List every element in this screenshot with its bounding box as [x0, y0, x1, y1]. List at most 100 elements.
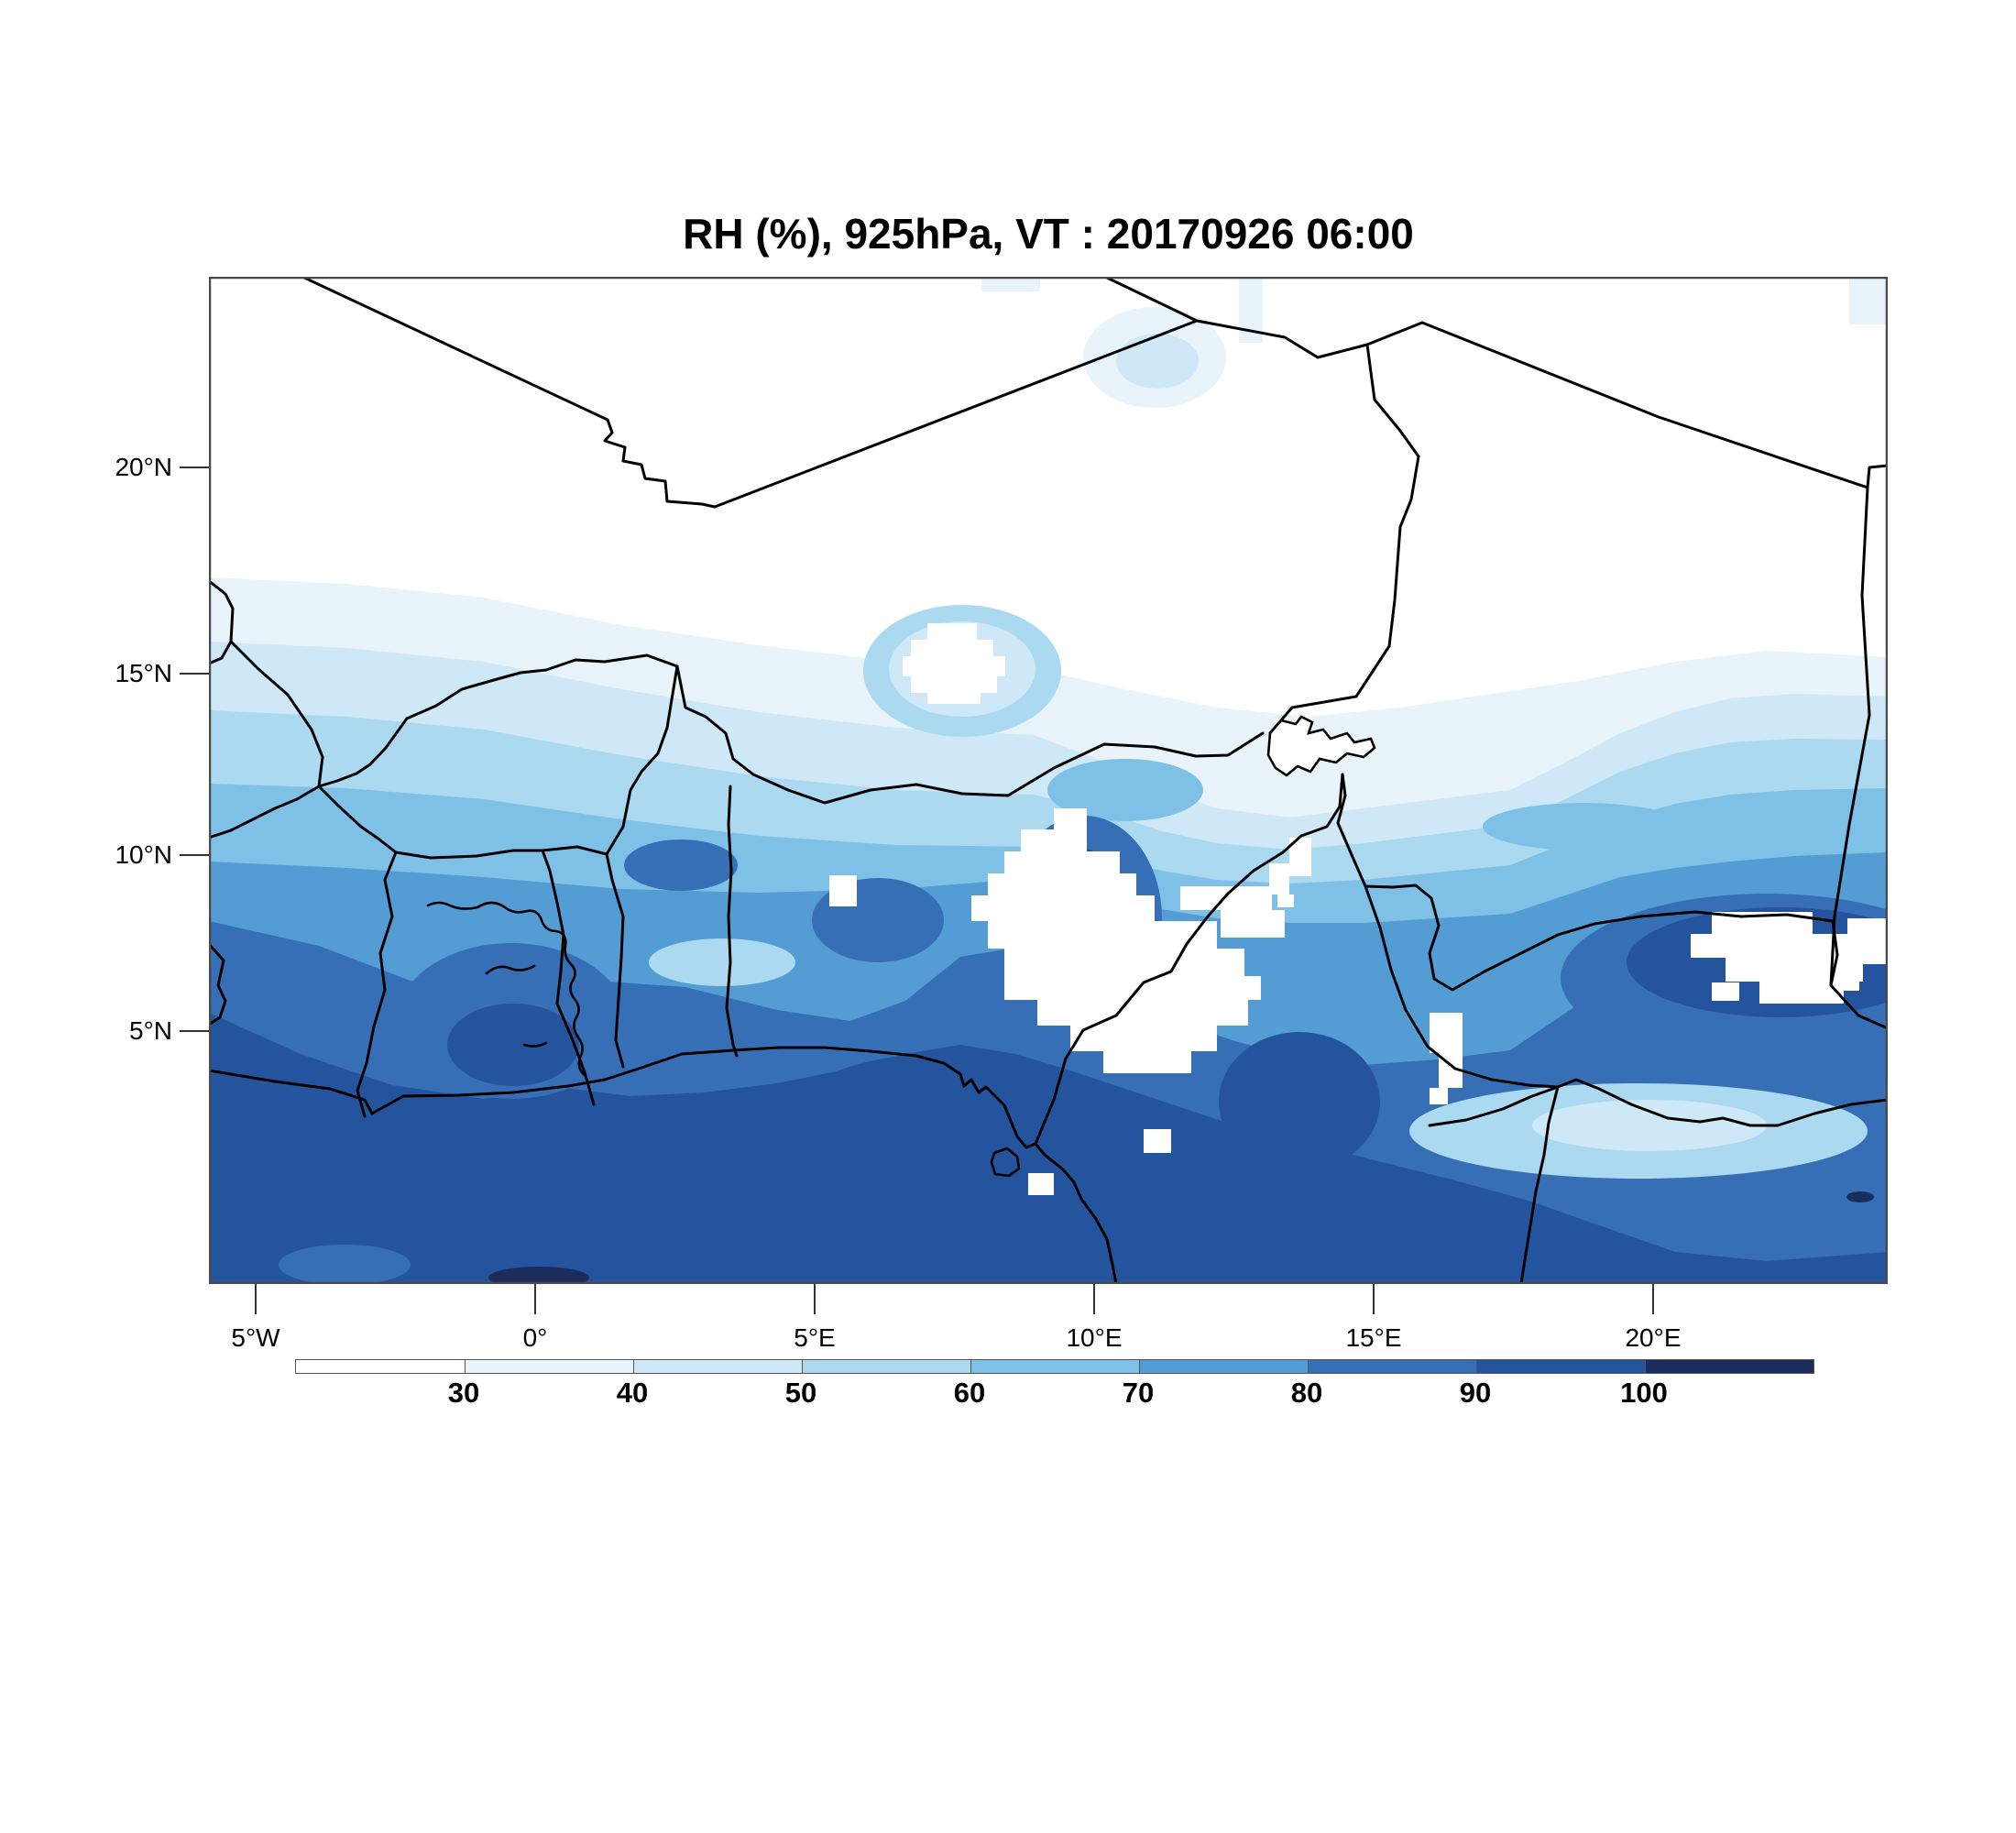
- lon-tick: [814, 1284, 816, 1314]
- lon-tick: [255, 1284, 257, 1314]
- border-niger-libya: [1195, 319, 1424, 359]
- lat-tick: [180, 854, 209, 856]
- border-ghana-togo: [541, 849, 596, 1106]
- rh-pale-patch: [981, 277, 1040, 291]
- rh-pale-patch: [1849, 277, 1888, 324]
- colorbar-segment: [802, 1360, 970, 1373]
- dry-hole-block: [1180, 886, 1272, 910]
- border-chad-sudan: [1829, 486, 1888, 1030]
- lon-tick-label: 15°E: [1345, 1323, 1402, 1352]
- rh-blob: [624, 840, 738, 891]
- border-ghana-cotedivoire: [356, 851, 398, 1118]
- dry-hole-block: [927, 623, 977, 640]
- border-mali-burkina: [317, 717, 409, 788]
- bioko-island: [990, 1147, 1021, 1178]
- border-algeria-mali: [301, 277, 717, 509]
- lat-tick: [180, 673, 209, 675]
- border-chad-cameroon-car: [1336, 773, 1839, 992]
- plot-frame: [209, 277, 1888, 1284]
- lat-tick-label: 10°N: [115, 840, 172, 869]
- rh-blob: [488, 1267, 589, 1284]
- country-borders: [209, 277, 1888, 1284]
- rh-blob: [1846, 1191, 1874, 1202]
- dry-hole-block: [1712, 982, 1739, 1001]
- border-cameroon-car: [1364, 884, 1560, 1089]
- colorbar-tick-label: 60: [953, 1377, 986, 1409]
- colorbar-segment: [970, 1360, 1139, 1373]
- colorbar-tick-label: 90: [1459, 1377, 1492, 1409]
- rh-blob: [754, 1052, 1148, 1257]
- lat-tick: [180, 466, 209, 468]
- coastline-gulf-of-guinea: [209, 1046, 1118, 1284]
- dry-hole-block: [1037, 1000, 1248, 1026]
- border-left-edge-bits: [209, 579, 324, 1026]
- border-mali-cotedivoire: [209, 785, 321, 840]
- rh-blob: [1047, 759, 1203, 821]
- colorbar-tick-label: 80: [1290, 1377, 1323, 1409]
- dry-hole-block: [1847, 918, 1888, 964]
- dry-hole-block: [1070, 1026, 1217, 1051]
- lat-tick: [180, 1030, 209, 1032]
- lon-tick: [534, 1284, 536, 1314]
- lon-tick: [1373, 1284, 1375, 1314]
- border-benin-nigeria: [725, 785, 739, 1058]
- map-area: [209, 277, 1888, 1284]
- border-car-congo: [1556, 1078, 1888, 1127]
- colorbar-segment: [1645, 1360, 1813, 1373]
- lon-tick: [1652, 1284, 1654, 1314]
- dry-hole-block: [1691, 934, 1856, 958]
- lake-volta: [426, 901, 587, 1078]
- dry-hole-block: [1144, 1129, 1171, 1153]
- dry-hole-block: [988, 873, 1136, 895]
- border-cameroon-congo-gabon: [1428, 1085, 1560, 1284]
- colorbar-segment: [465, 1360, 633, 1373]
- colorbar-segment: [296, 1360, 465, 1373]
- colorbar-segment: [1308, 1360, 1476, 1373]
- border-benin-niger: [675, 664, 755, 776]
- border-algeria-libya: [1103, 277, 1199, 323]
- lat-tick-label: 15°N: [115, 659, 172, 687]
- dry-hole-block: [903, 656, 1005, 676]
- border-ghana-north: [394, 845, 608, 860]
- lon-tick: [1093, 1284, 1095, 1314]
- plot-title: RH (%), 925hPa, VT : 20170926 06:00: [683, 210, 1414, 258]
- rh-blob: [1532, 1100, 1767, 1151]
- dry-hole-block: [1004, 949, 1244, 976]
- lat-tick-label: 20°N: [115, 453, 172, 481]
- dry-hole-block: [1269, 863, 1289, 895]
- lon-tick-label: 0°: [522, 1323, 548, 1352]
- dry-hole-block: [1103, 1051, 1191, 1073]
- colorbar-segment: [1476, 1360, 1645, 1373]
- border-algeria-niger: [713, 319, 1199, 509]
- dry-hole-block: [1835, 969, 1859, 991]
- dry-hole-block: [1277, 895, 1294, 907]
- dry-hole-block: [1430, 1013, 1463, 1053]
- border-nigeria-cameroon: [1034, 773, 1344, 1146]
- border-burkina-ghana: [317, 785, 398, 854]
- dry-hole-block: [829, 875, 857, 906]
- colorbar-segment: [1139, 1360, 1308, 1373]
- border-niger-nigeria: [751, 731, 1265, 805]
- border-niger-chad: [1268, 343, 1420, 735]
- dry-hole-block: [1054, 808, 1087, 829]
- dry-hole-block: [971, 895, 1155, 921]
- dry-hole-block: [1004, 851, 1120, 873]
- colorbar-tick-label: 100: [1620, 1377, 1668, 1409]
- colorbar-tick-label: 30: [447, 1377, 480, 1409]
- dry-hole-block: [1028, 1173, 1054, 1195]
- colorbar-tick-label: 70: [1122, 1377, 1155, 1409]
- dry-hole-block: [1021, 829, 1087, 851]
- dry-hole-block: [927, 693, 981, 704]
- rh-blob: [279, 1245, 411, 1284]
- rh-blob: [1116, 334, 1199, 389]
- dry-hole-block: [911, 640, 993, 656]
- lon-tick-label: 5°E: [794, 1323, 836, 1352]
- dry-hole-block: [1221, 910, 1285, 938]
- colorbar-segment: [633, 1360, 802, 1373]
- rh-contour-map: [209, 277, 1888, 1284]
- colorbar-tick-label: 40: [616, 1377, 649, 1409]
- colorbar-tick-label: 50: [784, 1377, 817, 1409]
- border-togo-benin: [605, 852, 625, 1069]
- border-burkina-niger: [405, 653, 679, 720]
